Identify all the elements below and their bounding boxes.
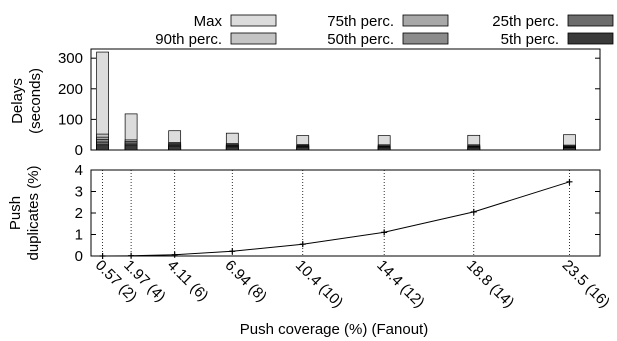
legend-swatch-6 xyxy=(567,32,614,45)
delays-panel: Delays (seconds) 0 100 200 300 xyxy=(9,48,601,159)
duplicates-point-8 xyxy=(566,178,573,185)
legend-swatch-5 xyxy=(402,32,449,45)
duplicates-plot-frame xyxy=(90,169,601,257)
duplicates-point-1 xyxy=(99,253,106,259)
delays-bar-2-5th-perc- xyxy=(124,145,138,151)
legend-swatch-3 xyxy=(567,14,614,27)
delays-bar-group-1 xyxy=(96,51,109,151)
delays-bar-3-5th-perc- xyxy=(168,146,182,151)
duplicates-point-7 xyxy=(470,208,477,215)
x-tick-label-7: 18.8 (14) xyxy=(463,257,517,311)
delays-bar-group-2 xyxy=(124,113,138,151)
legend-swatch-2 xyxy=(402,14,449,27)
x-tick-labels: 0.57 (2)1.97 (4)4.11 (6) 6.94 (8) 10.4 (10… xyxy=(92,257,613,311)
x-tick-label-5: 10.4 (10) xyxy=(292,257,346,311)
delays-ylabel-line1: Delays xyxy=(9,78,26,124)
x-tick-label-3: 4.11 (6) xyxy=(164,257,212,305)
duplicates-series-line xyxy=(102,181,570,257)
legend-label-5: 50th perc. xyxy=(327,31,394,48)
delays-bar-group-6 xyxy=(377,135,391,151)
delays-bar-group-7 xyxy=(467,134,481,151)
delays-bar-group-3 xyxy=(168,130,182,151)
x-tick-label-6: 14.4 (12) xyxy=(373,257,427,311)
delays-bar-group-8 xyxy=(563,134,576,151)
delays-ytick-label-0: 0 xyxy=(75,142,83,159)
legend-label-2: 75th perc. xyxy=(327,13,394,30)
delays-bar-group-4 xyxy=(225,132,239,151)
legend-swatch-4 xyxy=(230,32,277,45)
legend-label-4: 90th perc. xyxy=(155,31,222,48)
duplicates-ytick-label-2: 2 xyxy=(75,205,83,222)
legend-swatch-1 xyxy=(230,14,277,27)
delays-bar-1-5th-perc- xyxy=(96,144,109,151)
delays-ytick-label-2: 200 xyxy=(58,81,83,98)
legend-label-3: 25th perc. xyxy=(492,13,559,30)
delays-plot-frame xyxy=(90,48,601,151)
duplicates-ytick-label-4: 4 xyxy=(75,162,83,179)
duplicates-point-5 xyxy=(299,241,306,248)
delays-ytick-label-3: 300 xyxy=(58,50,83,67)
delays-ytick-label-1: 100 xyxy=(58,111,83,128)
duplicates-point-4 xyxy=(229,248,236,255)
x-tick-label-4: 6.94 (8) xyxy=(221,257,270,306)
delays-bar-7-5th-perc- xyxy=(467,147,481,151)
duplicates-panel: Push duplicates (%) 0 1 2 3 4 xyxy=(7,162,601,265)
legend-label-6: 5th perc. xyxy=(501,31,559,48)
x-axis-label: Push coverage (%) (Fanout) xyxy=(240,321,428,338)
duplicates-ylabel-line2: duplicates (%) xyxy=(25,165,42,260)
duplicates-point-2 xyxy=(128,252,135,259)
delays-bar-5-5th-perc- xyxy=(296,147,310,151)
delays-bar-group-5 xyxy=(296,135,310,151)
duplicates-ytick-label-1: 1 xyxy=(75,227,83,244)
duplicates-point-6 xyxy=(381,229,388,236)
duplicates-ylabel-line1: Push xyxy=(7,196,24,230)
delays-bar-8-5th-perc- xyxy=(563,147,576,151)
delays-bar-6-5th-perc- xyxy=(377,147,391,151)
legend-label-1: Max xyxy=(194,13,223,30)
delays-bar-4-5th-perc- xyxy=(225,146,239,151)
duplicates-point-3 xyxy=(171,251,178,258)
x-tick-label-8: 23.5 (16) xyxy=(559,257,613,311)
chart-legend: Max 75th perc. 25th perc. 90th perc. 50th pe… xyxy=(155,13,614,48)
duplicates-ytick-label-0: 0 xyxy=(75,248,83,265)
duplicates-ytick-label-3: 3 xyxy=(75,184,83,201)
delays-ylabel-line2: (seconds) xyxy=(27,68,44,134)
